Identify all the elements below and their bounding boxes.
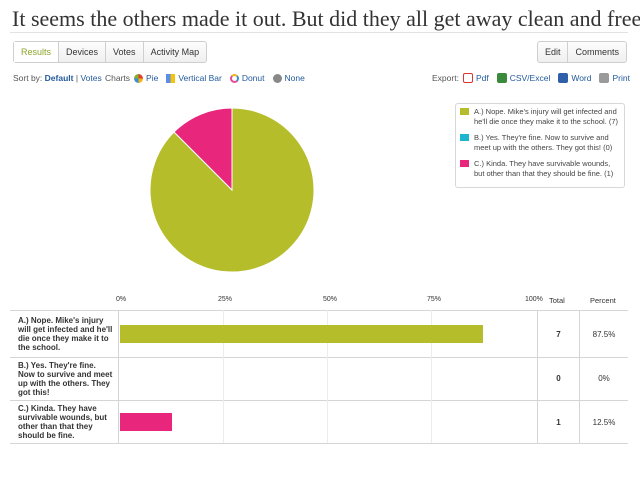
bar-column-separator xyxy=(537,310,538,443)
chart-vbar-label: Vertical Bar xyxy=(178,73,222,83)
pie-slice-c xyxy=(173,107,233,192)
chart-none-label: None xyxy=(284,73,305,83)
table-row-rule-2 xyxy=(10,400,628,401)
export-label: Export: xyxy=(432,73,459,83)
chart-legend: A.) Nope. Mike's injury will get infecte… xyxy=(455,103,625,188)
donut-chart-icon xyxy=(229,73,239,83)
legend-swatch-b xyxy=(460,134,469,141)
tab-votes[interactable]: Votes xyxy=(106,42,144,62)
bar-c xyxy=(120,413,172,431)
sort-default-link[interactable]: Default xyxy=(44,73,74,83)
legend-label-c: C.) Kinda. They have survivable wounds, … xyxy=(474,159,614,178)
axis-tick-0: 0% xyxy=(116,296,127,303)
gridline-50 xyxy=(327,310,328,443)
chart-donut-option[interactable]: Donut xyxy=(229,73,265,83)
pie-chart-icon xyxy=(134,73,144,83)
chart-pie-option[interactable]: Pie xyxy=(134,73,158,83)
export-csv-label: CSV/Excel xyxy=(509,73,551,83)
total-column-separator xyxy=(579,310,580,443)
chart-donut-label: Donut xyxy=(241,73,265,83)
row-label-c: C.) Kinda. They have survivable wounds, … xyxy=(18,404,107,440)
chart-none-option[interactable]: None xyxy=(272,73,305,83)
legend-swatch-a xyxy=(460,108,469,115)
percent-c: 12.5% xyxy=(592,418,616,427)
row-label-a: A.) Nope. Mike's injury will get infecte… xyxy=(18,316,113,352)
legend-swatch-c xyxy=(460,160,469,167)
percent-header: Percent xyxy=(590,296,616,305)
chart-pie-label: Pie xyxy=(146,73,159,83)
legend-item-a: A.) Nope. Mike's injury will get infecte… xyxy=(460,107,620,127)
pie-chart xyxy=(149,107,315,273)
export-pdf-button[interactable]: Pdf xyxy=(462,73,489,83)
no-chart-icon xyxy=(272,73,282,83)
axis-tick-75: 75% xyxy=(427,296,442,303)
total-header: Total xyxy=(549,296,565,305)
sort-separator: | xyxy=(75,73,79,83)
title-divider xyxy=(10,32,628,33)
sort-votes-link[interactable]: Votes xyxy=(80,73,102,83)
export-word-button[interactable]: Word xyxy=(558,73,591,83)
total-c: 1 xyxy=(556,418,561,427)
print-button[interactable]: Print xyxy=(599,73,630,83)
export-csv-button[interactable]: CSV/Excel xyxy=(496,73,551,83)
chart-vbar-option[interactable]: Vertical Bar xyxy=(166,73,222,83)
excel-icon xyxy=(496,73,507,83)
comments-button[interactable]: Comments xyxy=(575,47,619,57)
gridline-75 xyxy=(431,310,432,443)
export-word-label: Word xyxy=(571,73,592,83)
action-tabs: Edit Comments xyxy=(536,41,627,63)
view-tabs: Results Devices Votes Activity Map xyxy=(13,41,208,63)
pdf-icon xyxy=(462,73,473,83)
total-b: 0 xyxy=(556,374,561,383)
export-pdf-label: Pdf xyxy=(475,73,489,83)
percent-b: 0% xyxy=(598,374,610,383)
chart-type-controls: Charts Pie Vertical Bar Donut None xyxy=(105,73,305,83)
print-label: Print xyxy=(612,73,630,83)
export-controls: Export: Pdf CSV/Excel Word Print xyxy=(432,73,630,83)
legend-label-b: B.) Yes. They're fine. Now to survive an… xyxy=(474,133,613,152)
bar-chart-icon xyxy=(166,73,176,83)
bar-a xyxy=(120,325,484,343)
edit-button[interactable]: Edit xyxy=(538,42,569,62)
legend-item-c: C.) Kinda. They have survivable wounds, … xyxy=(460,159,620,179)
tab-results[interactable]: Results xyxy=(14,42,60,62)
gridline-25 xyxy=(223,310,224,443)
word-icon xyxy=(558,73,569,83)
tab-devices[interactable]: Devices xyxy=(59,42,107,62)
row-label-b: B.) Yes. They're fine. Now to survive an… xyxy=(18,361,113,397)
table-row-rule-1 xyxy=(10,357,628,358)
axis-tick-25: 25% xyxy=(218,296,233,303)
legend-item-b: B.) Yes. They're fine. Now to survive an… xyxy=(460,133,620,153)
tab-activity-map[interactable]: Activity Map xyxy=(150,47,200,57)
percent-a: 87.5% xyxy=(592,330,616,339)
legend-label-a: A.) Nope. Mike's injury will get infecte… xyxy=(474,107,619,126)
page-title: It seems the others made it out. But did… xyxy=(12,6,640,31)
table-top-rule xyxy=(10,310,628,311)
axis-tick-100: 100% xyxy=(525,296,543,303)
sort-label: Sort by: xyxy=(13,73,43,83)
sort-controls: Sort by: Default | Votes xyxy=(13,73,102,83)
axis-tick-50: 50% xyxy=(323,296,338,303)
total-a: 7 xyxy=(556,330,561,339)
label-column-separator xyxy=(118,310,119,443)
table-bottom-rule xyxy=(10,443,628,444)
printer-icon xyxy=(599,73,610,83)
charts-label: Charts xyxy=(105,73,131,83)
